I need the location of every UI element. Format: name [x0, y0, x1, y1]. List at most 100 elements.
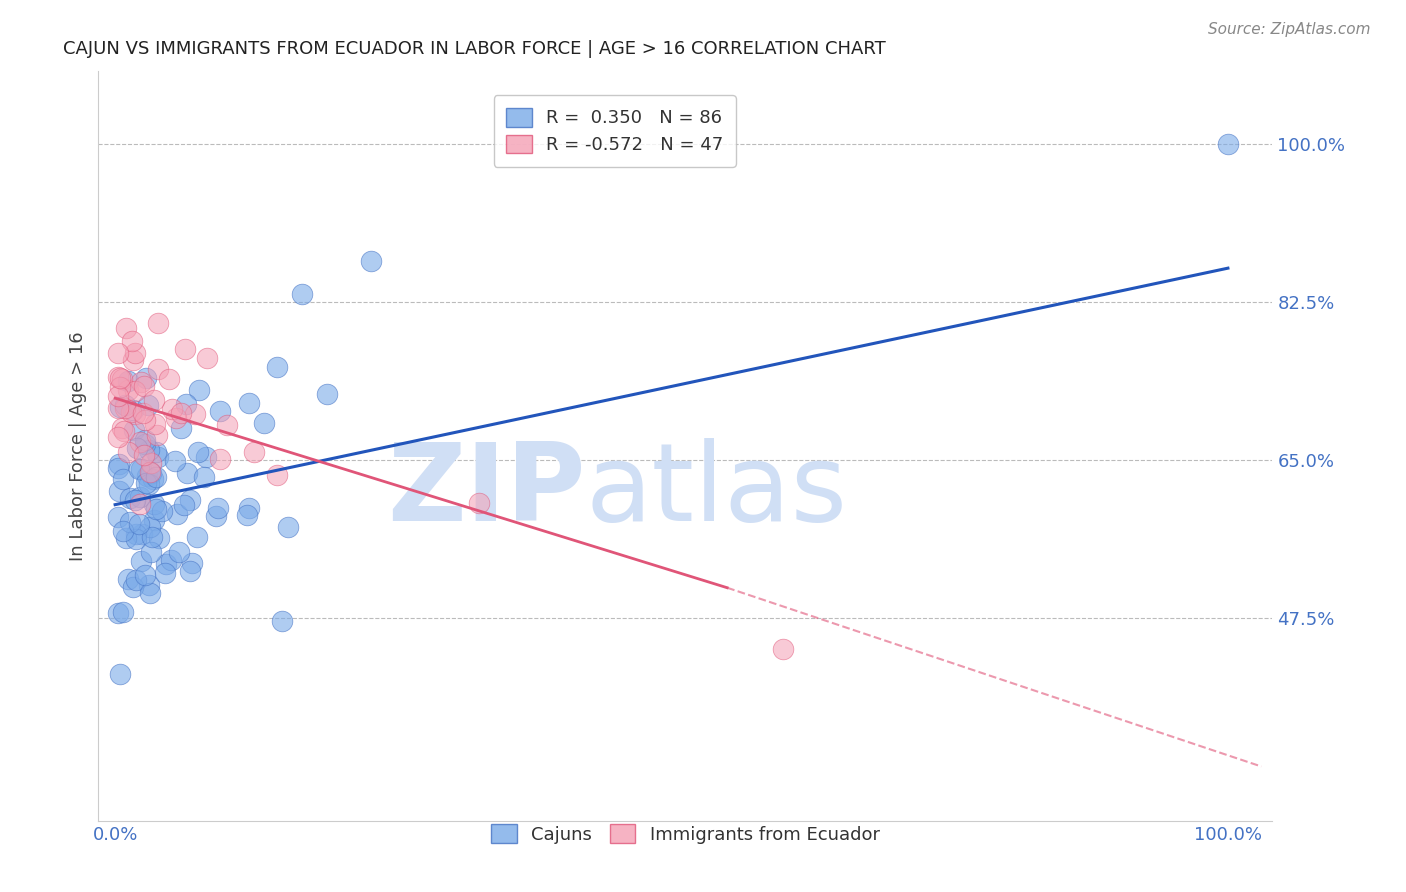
Point	[146, 316, 169, 330]
Point	[117, 383, 139, 397]
Point	[143, 417, 166, 432]
Point	[108, 484, 131, 499]
Point	[174, 342, 197, 356]
Text: ZIP: ZIP	[387, 438, 586, 544]
Point	[120, 405, 142, 419]
Point	[114, 398, 136, 412]
Point	[142, 497, 165, 511]
Point	[170, 421, 193, 435]
Point	[142, 513, 165, 527]
Point	[141, 530, 163, 544]
Point	[107, 345, 129, 359]
Point	[277, 520, 299, 534]
Point	[138, 442, 160, 457]
Point	[142, 472, 165, 486]
Point	[112, 605, 135, 619]
Point	[139, 519, 162, 533]
Point	[183, 407, 205, 421]
Point	[111, 524, 134, 538]
Point	[186, 529, 208, 543]
Point	[174, 397, 197, 411]
Legend: Cajuns, Immigrants from Ecuador: Cajuns, Immigrants from Ecuador	[482, 815, 889, 853]
Point	[124, 493, 146, 508]
Point	[136, 398, 159, 412]
Text: CAJUN VS IMMIGRANTS FROM ECUADOR IN LABOR FORCE | AGE > 16 CORRELATION CHART: CAJUN VS IMMIGRANTS FROM ECUADOR IN LABO…	[63, 40, 886, 58]
Point	[118, 515, 141, 529]
Point	[117, 444, 139, 458]
Point	[117, 572, 139, 586]
Point	[128, 516, 150, 531]
Point	[145, 445, 167, 459]
Point	[118, 491, 141, 505]
Point	[108, 370, 131, 384]
Point	[167, 545, 190, 559]
Point	[153, 566, 176, 581]
Point	[142, 392, 165, 407]
Point	[128, 462, 150, 476]
Point	[134, 413, 156, 427]
Point	[146, 361, 169, 376]
Point	[135, 475, 157, 490]
Point	[121, 403, 143, 417]
Point	[134, 433, 156, 447]
Point	[125, 526, 148, 541]
Point	[1216, 136, 1239, 151]
Point	[107, 509, 129, 524]
Point	[124, 573, 146, 587]
Point	[124, 384, 146, 399]
Point	[176, 467, 198, 481]
Point	[108, 380, 131, 394]
Point	[162, 401, 184, 416]
Point	[138, 476, 160, 491]
Point	[134, 436, 156, 450]
Point	[132, 378, 155, 392]
Point	[238, 501, 260, 516]
Point	[467, 496, 489, 510]
Point	[111, 421, 134, 435]
Point	[124, 407, 146, 421]
Point	[107, 430, 129, 444]
Point	[141, 466, 163, 480]
Point	[112, 472, 135, 486]
Point	[209, 452, 232, 467]
Point	[179, 493, 201, 508]
Point	[139, 456, 162, 470]
Point	[117, 374, 139, 388]
Point	[316, 386, 339, 401]
Point	[179, 564, 201, 578]
Point	[187, 444, 209, 458]
Point	[205, 508, 228, 523]
Point	[194, 450, 217, 464]
Point	[157, 372, 180, 386]
Point	[193, 470, 215, 484]
Point	[145, 470, 167, 484]
Point	[122, 423, 145, 437]
Point	[131, 407, 153, 421]
Point	[107, 401, 129, 416]
Point	[160, 553, 183, 567]
Point	[107, 606, 129, 620]
Point	[121, 334, 143, 348]
Point	[129, 462, 152, 476]
Point	[122, 352, 145, 367]
Point	[266, 467, 288, 482]
Point	[148, 531, 170, 545]
Point	[107, 461, 129, 475]
Point	[195, 351, 218, 365]
Point	[165, 411, 187, 425]
Point	[266, 360, 288, 375]
Point	[152, 504, 174, 518]
Point	[253, 416, 276, 430]
Point	[115, 320, 138, 334]
Point	[146, 450, 169, 465]
Point	[170, 406, 193, 420]
Point	[135, 370, 157, 384]
Point	[129, 490, 152, 504]
Point	[129, 554, 152, 568]
Point	[114, 401, 136, 416]
Text: Source: ZipAtlas.com: Source: ZipAtlas.com	[1208, 22, 1371, 37]
Point	[166, 507, 188, 521]
Point	[134, 567, 156, 582]
Point	[181, 556, 204, 570]
Point	[110, 400, 132, 414]
